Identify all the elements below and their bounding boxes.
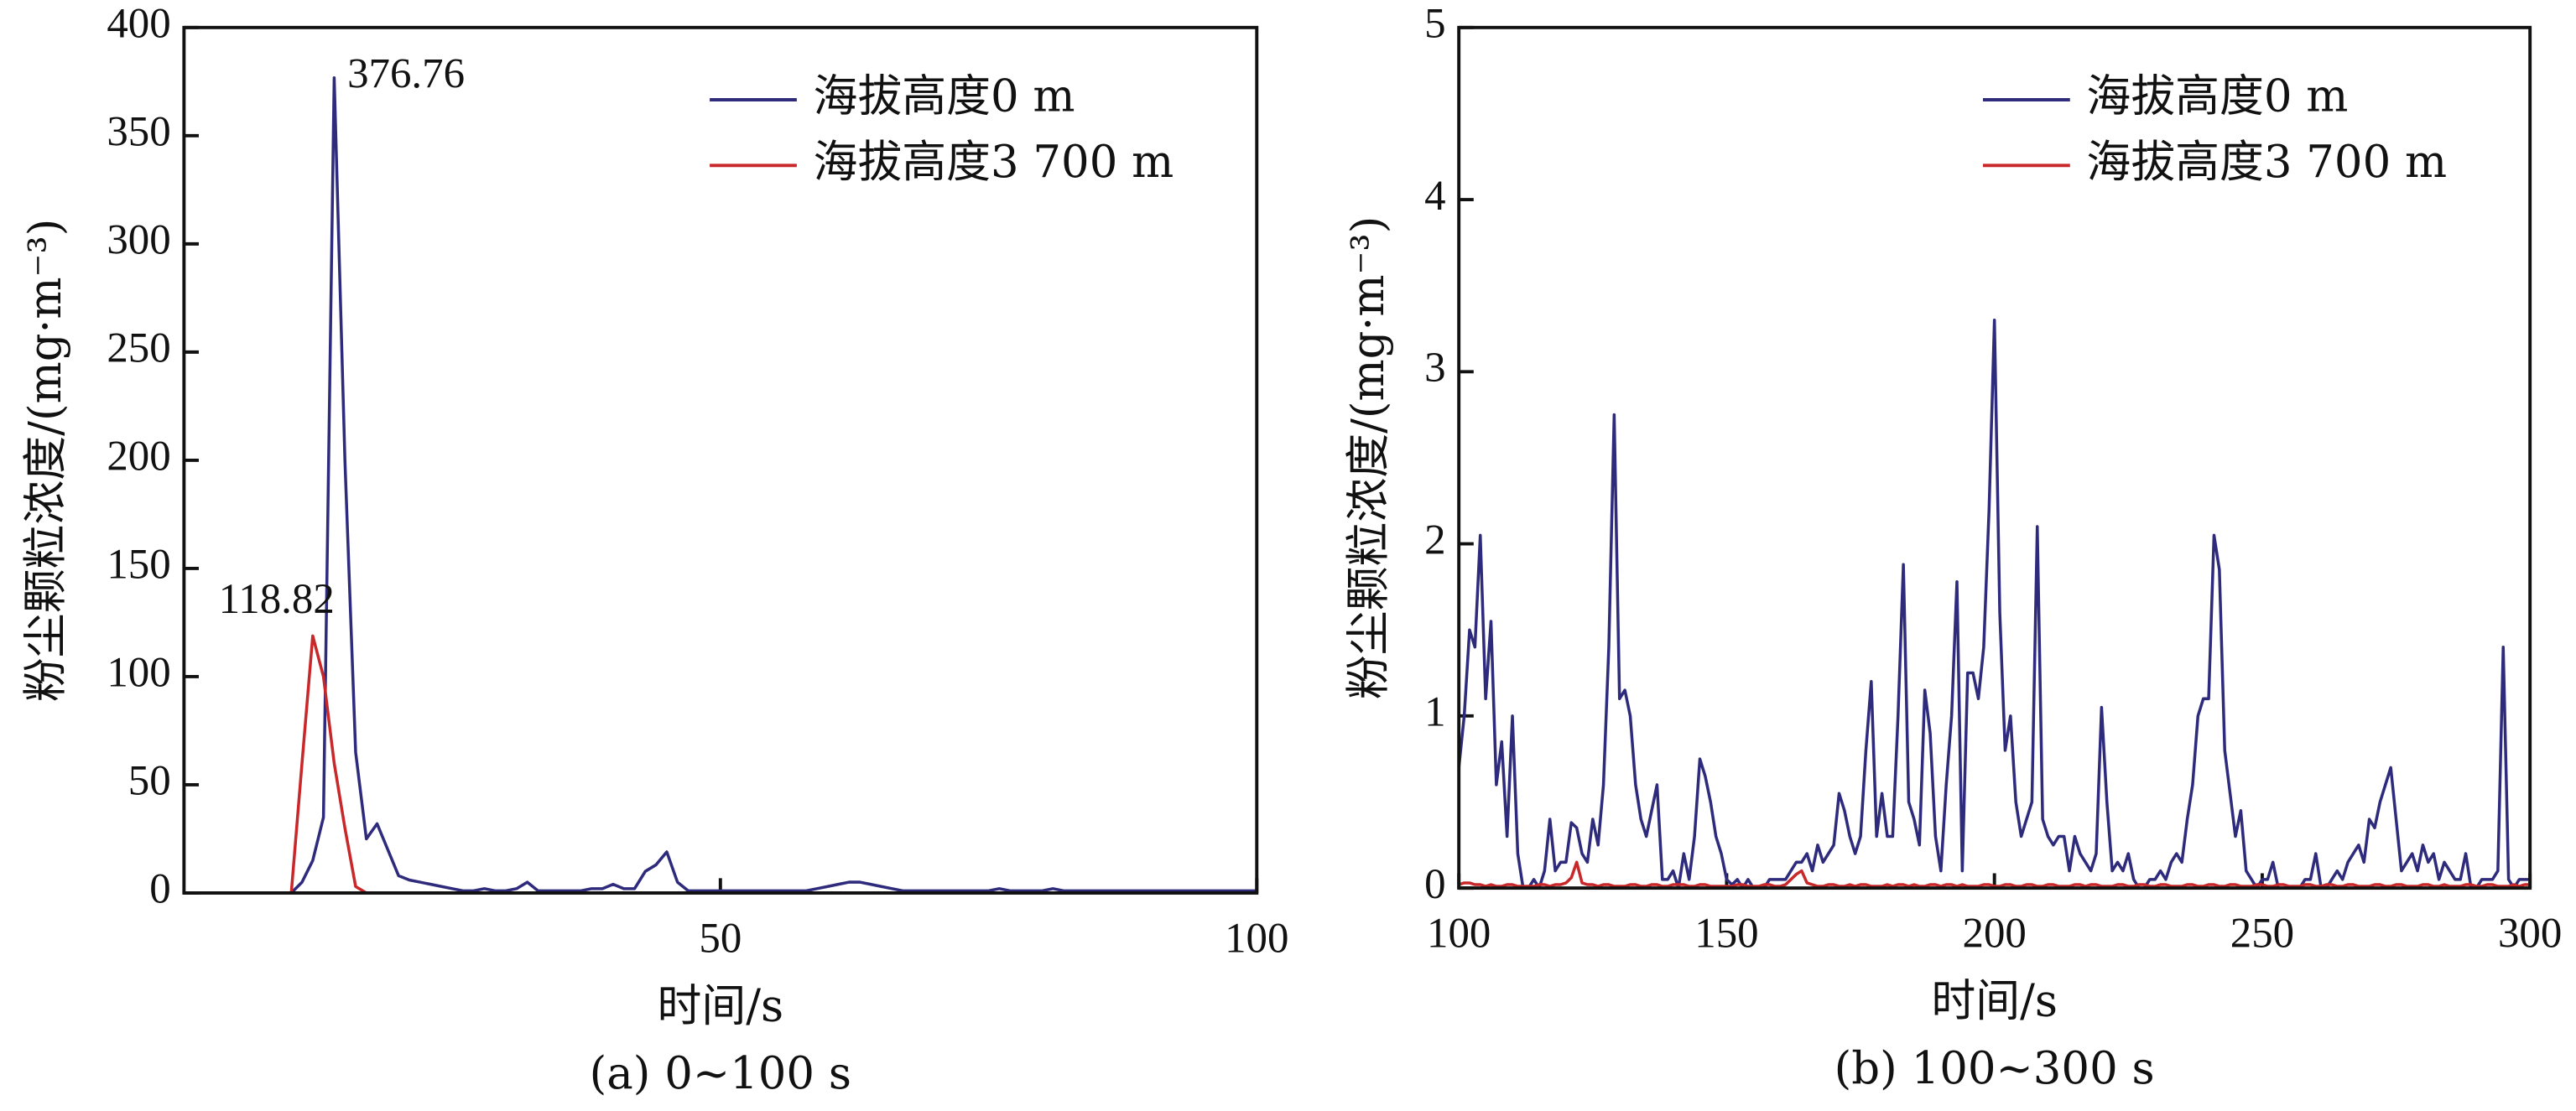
- x-tick-label: 200: [1962, 911, 2026, 958]
- annotation: 118.82: [219, 576, 335, 623]
- annotation: 376.76: [347, 50, 465, 97]
- plot-frame: [1457, 25, 2532, 890]
- y-tick-label: 3: [1424, 345, 1445, 392]
- chart: 0 50 100 150 200 250 300 350 400 50 100 海拔高度0 m 海拔高度…: [20, 1, 1288, 1099]
- x-tick-label: 50: [699, 915, 742, 962]
- chart: 0 1 2 3 4 5 100 150 200 250 300 海拔高度0 m 海拔高度3 700 m 时…: [1343, 1, 2562, 1094]
- y-tick-label: 150: [107, 542, 170, 589]
- y-tick-label: 50: [128, 758, 171, 805]
- y-tick-label: 5: [1424, 1, 1445, 48]
- plot-frame: [182, 25, 1259, 895]
- y-tick-label: 300: [107, 217, 170, 264]
- y-tick-label: 4: [1424, 173, 1445, 220]
- x-tick-label: 100: [1427, 911, 1491, 958]
- x-tick-label: 100: [1225, 915, 1288, 962]
- data-line: [1459, 860, 2531, 888]
- y-tick-label: 200: [107, 433, 170, 480]
- y-axis-label: 粉尘颗粒浓度/(mg·m⁻³): [1343, 216, 1394, 699]
- legend-label: 海拔高度3 700 m: [813, 137, 1174, 188]
- x-tick-label: 150: [1694, 911, 1758, 958]
- legend-label: 海拔高度0 m: [813, 71, 1075, 122]
- y-tick-label: 2: [1424, 517, 1445, 563]
- data-line: [184, 634, 1257, 893]
- x-axis-label: 时间/s: [1931, 976, 2058, 1027]
- legend-label: 海拔高度0 m: [2086, 71, 2348, 122]
- y-tick-label: 400: [107, 1, 170, 48]
- y-tick-label: 0: [149, 866, 170, 913]
- x-tick-label: 250: [2230, 911, 2294, 958]
- y-tick-label: 0: [1424, 861, 1445, 908]
- y-tick-label: 350: [107, 109, 170, 156]
- y-tick-label: 1: [1424, 689, 1445, 736]
- data-line: [184, 76, 1257, 893]
- y-tick-label: 100: [107, 650, 170, 697]
- x-axis-label: 时间/s: [657, 981, 783, 1032]
- legend-label: 海拔高度3 700 m: [2086, 137, 2447, 188]
- subtitle: (b) 100~300 s: [1834, 1043, 2155, 1094]
- y-axis-label: 粉尘颗粒浓度/(mg·m⁻³): [20, 219, 71, 702]
- data-line: [1459, 318, 2531, 889]
- subtitle: (a) 0~100 s: [590, 1048, 851, 1099]
- y-tick-label: 250: [107, 325, 170, 372]
- x-tick-label: 300: [2498, 911, 2562, 958]
